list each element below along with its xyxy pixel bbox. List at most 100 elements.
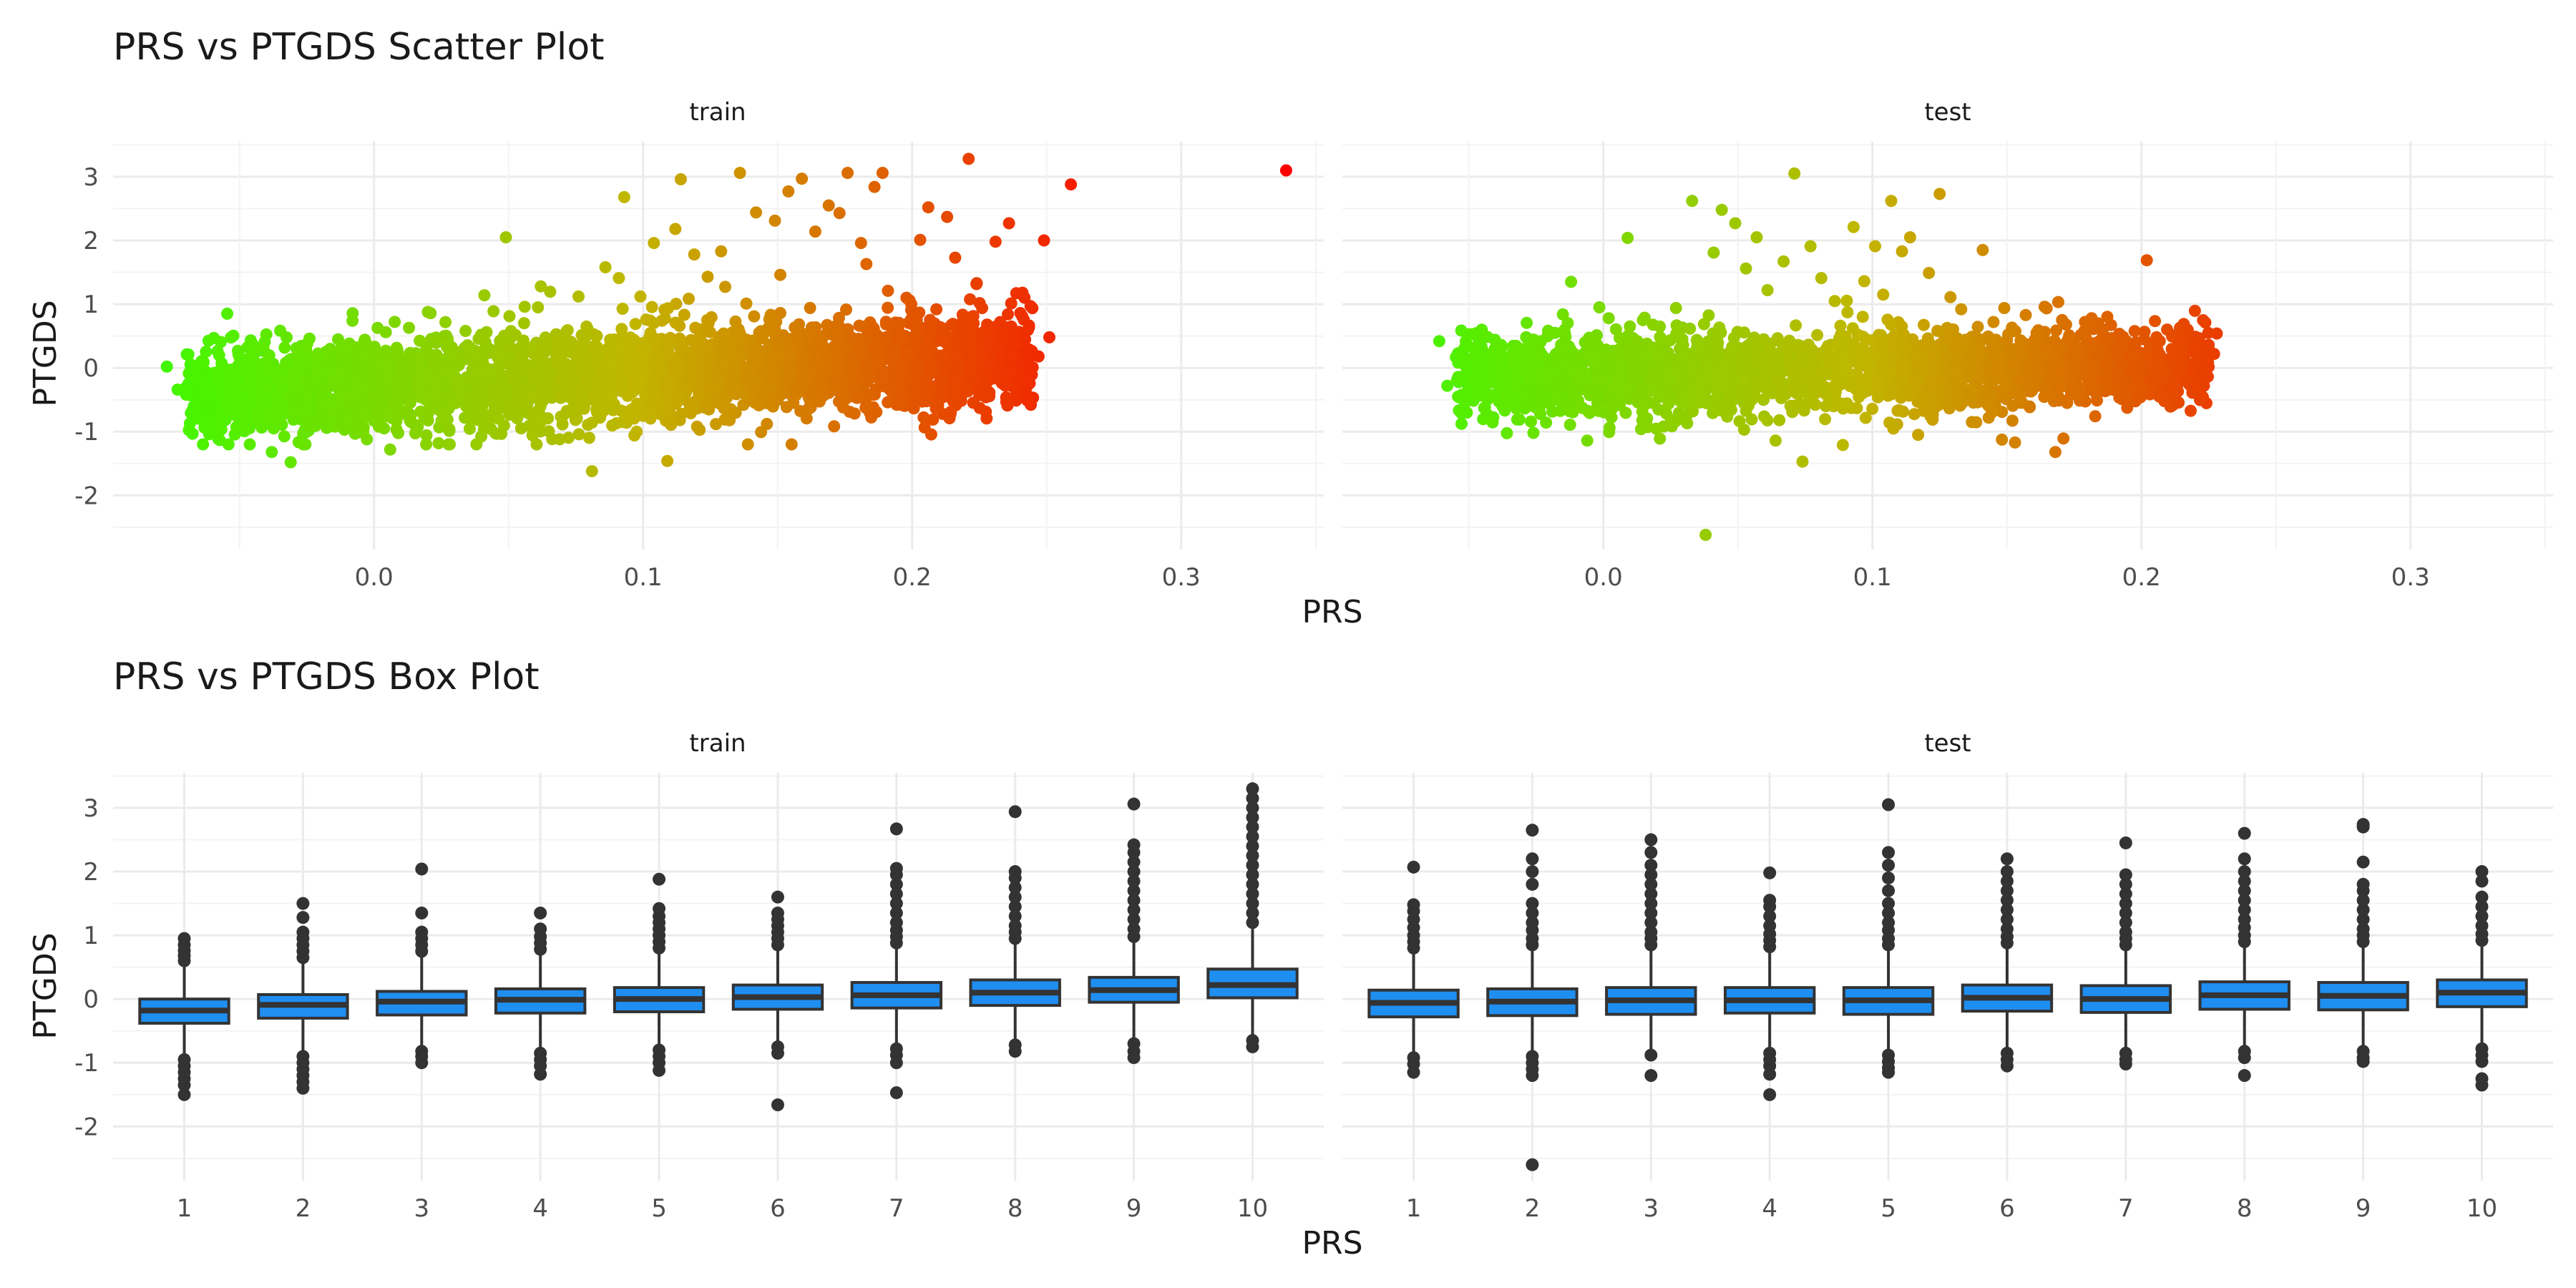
scatter-point — [590, 330, 603, 342]
scatter-point — [575, 364, 588, 376]
scatter-point — [358, 353, 370, 366]
scatter-point — [280, 331, 293, 343]
scatter-point — [999, 322, 1012, 335]
scatter-point — [557, 390, 570, 403]
scatter-point — [336, 364, 348, 376]
scatter-point — [829, 320, 842, 333]
scatter-point — [771, 394, 784, 406]
scatter-point — [426, 369, 439, 381]
scatter-point — [1005, 351, 1018, 364]
scatter-point — [303, 389, 316, 401]
scatter-point — [268, 361, 281, 374]
scatter-point — [221, 307, 233, 320]
scatter-point — [200, 346, 213, 358]
scatter-point — [260, 417, 273, 430]
scatter-point — [740, 297, 753, 310]
scatter-point — [420, 438, 433, 451]
scatter-point — [828, 420, 841, 433]
scatter-point — [361, 433, 374, 446]
scatter-point — [542, 412, 555, 425]
scatter-point — [909, 328, 922, 341]
scatter-point — [442, 438, 455, 451]
scatter-point — [197, 438, 210, 451]
scatter-point — [715, 245, 728, 258]
scatter-point — [256, 396, 269, 409]
scatter-point — [499, 231, 512, 244]
scatter-point — [323, 356, 336, 369]
scatter-point — [297, 427, 310, 440]
scatter-point — [811, 356, 824, 369]
scatter-point — [816, 385, 829, 398]
scatter-point — [390, 423, 403, 436]
scatter-point — [683, 399, 696, 412]
scatter-point — [390, 341, 403, 354]
scatter-point — [325, 409, 338, 421]
scatter-point — [2149, 315, 2162, 328]
scatter-point — [930, 303, 943, 316]
scatter-point — [394, 392, 406, 405]
scatter-strip-test: test — [1924, 98, 1971, 127]
scatter-point — [197, 356, 210, 369]
scatter-point — [761, 418, 774, 430]
scatter-point — [918, 421, 931, 434]
scatter-point — [213, 372, 225, 385]
scatter-point — [750, 206, 763, 219]
scatter-point — [575, 340, 587, 353]
scatter-point — [286, 375, 298, 388]
scatter-point — [903, 294, 916, 307]
scatter-point — [386, 411, 399, 424]
scatter-point — [332, 333, 344, 346]
scatter-point — [860, 258, 873, 270]
scatter-point — [662, 378, 675, 391]
scatter-point — [265, 446, 278, 459]
scatter-point — [278, 430, 291, 443]
scatter-point — [962, 152, 975, 165]
scatter-point — [630, 356, 643, 369]
scatter-point — [160, 360, 173, 373]
scatter-point — [802, 403, 815, 415]
scatter-point — [278, 341, 291, 354]
scatter-point — [789, 384, 801, 396]
scatter-point — [459, 325, 472, 337]
scatter-point — [238, 425, 251, 438]
scatter-point — [439, 316, 452, 328]
scatter-point — [823, 361, 836, 374]
scatter-point — [700, 343, 713, 356]
scatter-point — [690, 373, 703, 386]
scatter-point — [419, 393, 431, 406]
scatter-point — [379, 344, 392, 357]
scatter-point — [1038, 234, 1050, 247]
scatter-point — [1790, 319, 1802, 332]
scatter-point — [615, 323, 628, 336]
scatter-point — [565, 403, 577, 416]
scatter-point — [300, 343, 313, 356]
scatter-point — [606, 419, 619, 432]
scatter-point — [215, 336, 227, 348]
scatter-point — [1593, 301, 1606, 313]
scatter-point — [612, 341, 625, 354]
scatter-point — [296, 401, 308, 414]
scatter-point — [641, 389, 654, 401]
scatter-point — [701, 270, 714, 283]
scatter-point — [658, 303, 671, 316]
scatter-point — [976, 302, 988, 314]
scatter-point — [888, 346, 901, 359]
scatter-point — [2024, 401, 2036, 414]
scatter-point — [543, 364, 556, 376]
scatter-point — [1563, 419, 1576, 431]
scatter-point — [774, 307, 786, 319]
scatter-point — [817, 341, 830, 353]
scatter-point — [509, 328, 522, 341]
scatter-point — [785, 438, 798, 451]
scatter-point — [766, 358, 779, 371]
scatter-point — [372, 420, 385, 433]
scatter-point — [769, 214, 781, 227]
scatter-point — [673, 319, 686, 332]
scatter-point — [2197, 314, 2210, 326]
scatter-point — [358, 408, 371, 421]
scatter-point — [466, 409, 479, 422]
scatter-point — [264, 386, 277, 399]
scatter-point — [586, 386, 599, 399]
scatter-point — [706, 380, 718, 393]
